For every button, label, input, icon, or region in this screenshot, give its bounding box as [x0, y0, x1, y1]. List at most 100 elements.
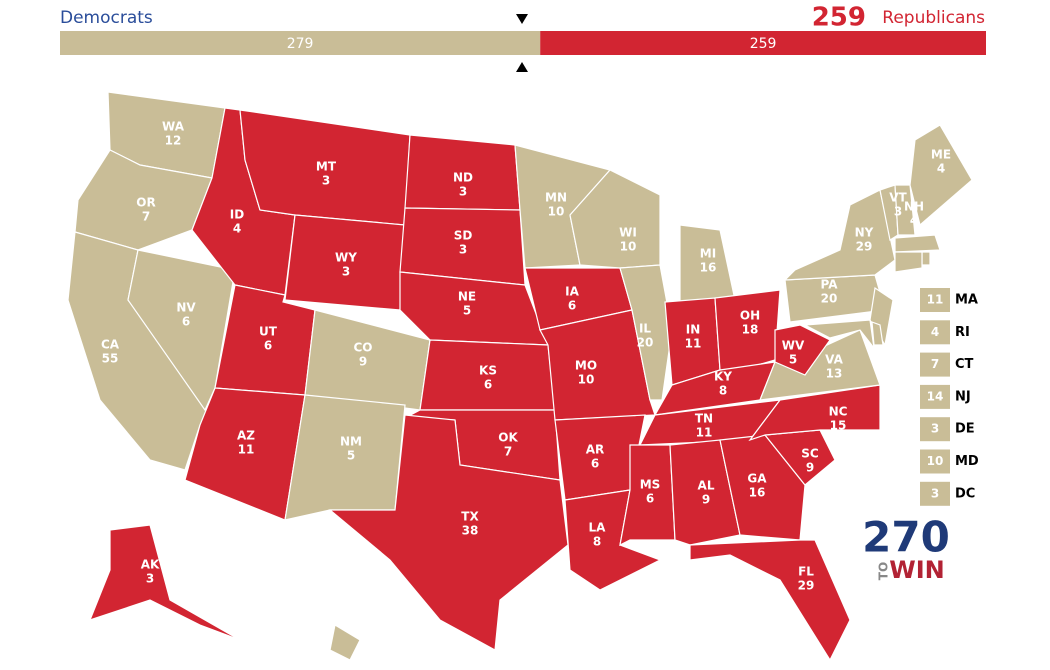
state-ev: 3 [342, 265, 350, 279]
state-abbr: OK [498, 431, 518, 445]
state-abbr: WI [619, 226, 637, 240]
state-ev: 9 [359, 355, 367, 369]
state-abbr: OH [740, 309, 760, 323]
state-abbr: LA [589, 521, 607, 535]
state-abbr: CA [101, 338, 120, 352]
state-abbr: PA [821, 278, 839, 292]
state-ev: 29 [856, 240, 873, 254]
state-shape [894, 234, 941, 253]
state-ev: 18 [742, 323, 759, 337]
small-state-ev: 3 [931, 422, 939, 436]
state-shape [669, 439, 741, 546]
states [67, 91, 973, 662]
state-abbr: WV [782, 339, 805, 353]
small-state-box [920, 352, 950, 377]
state-abbr: MN [545, 191, 567, 205]
state-abbr: KS [479, 364, 497, 378]
small-state-box [920, 449, 950, 474]
state-abbr: AK [141, 558, 160, 572]
state-ev: 7 [142, 210, 150, 224]
small-state-abbr: DC [955, 486, 975, 501]
state-abbr: ME [931, 148, 951, 162]
state-abbr: WY [335, 251, 357, 265]
state-ev: 3 [146, 572, 154, 586]
state-ev: 7 [504, 445, 512, 459]
state-abbr: SD [454, 229, 473, 243]
small-state-ev: 10 [927, 454, 944, 468]
small-state-abbr: CT [955, 357, 974, 372]
state-abbr: VA [825, 353, 843, 367]
state-abbr: SC [801, 447, 819, 461]
rep-bar [540, 31, 986, 55]
state-abbr: NV [176, 301, 196, 315]
state-ev: 6 [182, 315, 190, 329]
state-abbr: UT [259, 325, 278, 339]
state-shape [783, 189, 896, 281]
state-abbr: AZ [237, 429, 255, 443]
state-ev: 4 [233, 222, 241, 236]
state-ev: 29 [798, 579, 815, 593]
state-abbr: MT [316, 160, 337, 174]
state-ev: 6 [646, 492, 654, 506]
state-shape [399, 271, 549, 346]
state-shape [871, 321, 884, 346]
small-state-abbr: DE [955, 422, 975, 437]
state-ev: 55 [102, 352, 119, 366]
state-shape [619, 264, 673, 401]
state-ev: 8 [719, 384, 727, 398]
state-shape [88, 524, 241, 641]
state-abbr: IA [565, 285, 579, 299]
state-ev: 6 [264, 339, 272, 353]
small-state-box [920, 320, 950, 345]
state-abbr: NC [829, 405, 848, 419]
state-ev: 13 [826, 367, 843, 381]
dem-bar-label: 279 [287, 36, 314, 52]
state-labels: WA12OR7CA55NV6ID4MT3WY3UT6AZ11CO9NM5ND3S… [101, 120, 951, 661]
dem-bar [60, 31, 541, 55]
state-abbr: NH [904, 200, 924, 214]
state-abbr: NM [340, 435, 362, 449]
small-state-abbr: NJ [955, 389, 971, 404]
state-ev: 20 [637, 336, 654, 350]
state-abbr: AL [698, 479, 715, 493]
state-ev: 3 [459, 243, 467, 257]
state-abbr: NY [855, 226, 874, 240]
logo-win: WIN [889, 556, 945, 584]
small-state-ev: 4 [931, 325, 939, 339]
state-abbr: MO [575, 359, 597, 373]
dem-label: Democrats [60, 8, 153, 28]
state-abbr: KY [714, 370, 732, 384]
marker-bottom [516, 62, 528, 72]
state-ev: 3 [459, 185, 467, 199]
state-ev: 8 [593, 535, 601, 549]
state-abbr: NE [458, 290, 476, 304]
state-ev: 38 [462, 524, 479, 538]
state-abbr: TN [695, 412, 713, 426]
state-shape [328, 414, 569, 651]
state-ev: 5 [347, 449, 355, 463]
state-ev: 4 [937, 162, 945, 176]
state-ev: 16 [749, 486, 766, 500]
state-abbr: OR [136, 196, 155, 210]
state-ev: 11 [238, 443, 255, 457]
state-abbr: HI [315, 633, 330, 647]
state-abbr: ID [230, 208, 244, 222]
state-ev: 10 [548, 205, 565, 219]
state-shape [184, 387, 306, 521]
state-ev: 4 [318, 647, 326, 661]
small-state-ev: 11 [927, 293, 944, 307]
state-abbr: MS [640, 478, 661, 492]
state-shape [284, 394, 406, 521]
state-shape [689, 539, 851, 662]
small-state-ev: 14 [927, 389, 944, 403]
state-abbr: VT [889, 191, 907, 205]
small-state-ev: 3 [931, 486, 939, 500]
state-abbr: AR [586, 443, 605, 457]
state-ev: 5 [789, 353, 797, 367]
state-ev: 6 [591, 457, 599, 471]
small-state-abbr: MA [955, 293, 978, 308]
state-abbr: CO [353, 341, 372, 355]
state-shape [774, 324, 831, 376]
small-state-abbr: MD [955, 454, 979, 469]
